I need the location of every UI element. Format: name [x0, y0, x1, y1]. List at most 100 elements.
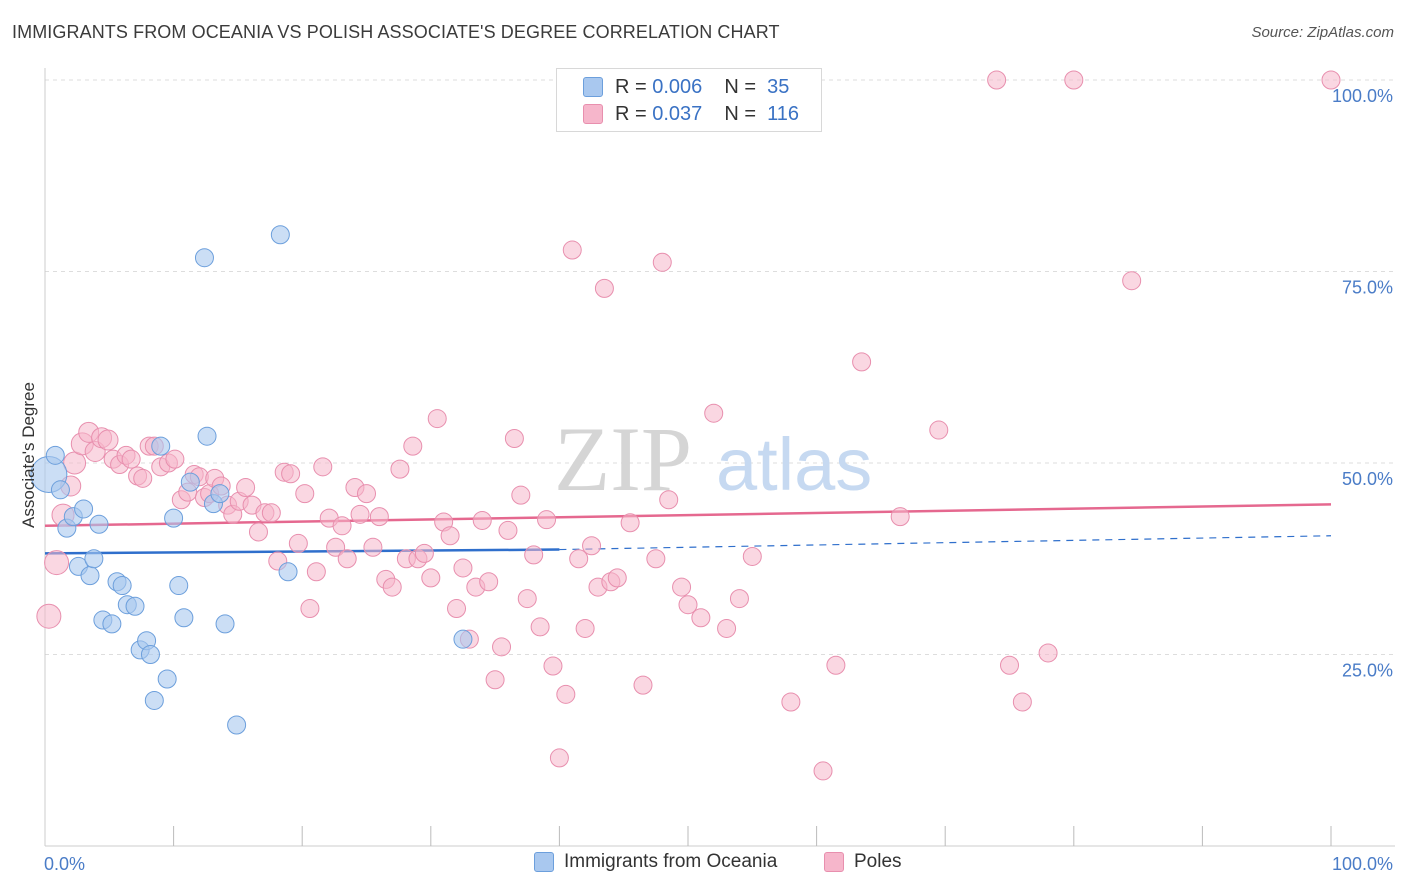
poles-point — [97, 429, 119, 451]
poles-point — [498, 520, 518, 540]
poles-point — [133, 468, 153, 488]
poles-point — [382, 577, 402, 597]
poles-point — [447, 599, 467, 619]
oceania-trend-extension — [559, 535, 1332, 551]
chart-title: IMMIGRANTS FROM OCEANIA VS POLISH ASSOCI… — [12, 22, 780, 42]
poles-point — [620, 513, 640, 533]
poles-point — [472, 510, 492, 530]
legend-n-value: 116 — [767, 102, 800, 125]
oceania-points — [30, 225, 473, 735]
legend-swatch-blue — [583, 77, 603, 97]
legend-swatch-pink — [583, 104, 603, 124]
watermark: ZIP atlas — [554, 408, 872, 510]
legend-n-label: N = — [724, 102, 756, 125]
poles-point — [672, 577, 692, 597]
poles-point — [281, 464, 301, 484]
poles-point — [261, 503, 281, 523]
tick-labels: 25.0% 50.0% 75.0% 100.0% 0.0% 100.0% — [44, 86, 1393, 874]
oceania-point — [140, 645, 160, 664]
grid-lines — [45, 79, 1395, 655]
poles-point — [562, 240, 582, 260]
oceania-point — [453, 629, 473, 649]
poles-point — [121, 449, 141, 469]
poles-point — [659, 490, 679, 510]
poles-point — [236, 478, 256, 498]
bottom-legend-swatch-pink — [824, 852, 844, 872]
poles-point — [248, 522, 268, 542]
oceania-point — [89, 514, 109, 534]
oceania-point — [80, 566, 100, 586]
poles-point — [607, 568, 627, 588]
poles-point — [652, 252, 672, 272]
oceania-point — [174, 608, 194, 628]
poles-point — [165, 449, 185, 469]
bottom-legend-swatch-blue — [534, 852, 554, 872]
poles-point — [288, 533, 308, 553]
x-tick-label: 0.0% — [44, 854, 85, 874]
poles-point — [826, 655, 846, 675]
poles-point — [852, 352, 872, 372]
oceania-point — [197, 426, 217, 446]
y-tick-label: 50.0% — [1342, 469, 1393, 489]
legend-n-label: N = — [724, 75, 756, 98]
poles-point — [987, 70, 1007, 90]
legend-row-oceania: R = 0.006 N = 35 — [583, 75, 789, 99]
oceania-point — [102, 614, 122, 634]
oceania-point — [270, 225, 290, 245]
poles-point — [813, 761, 833, 781]
watermark-atlas: atlas — [716, 423, 872, 506]
poles-point — [350, 504, 370, 524]
oceania-point — [180, 472, 200, 492]
y-tick-label: 75.0% — [1342, 278, 1393, 298]
oceania-point — [164, 508, 184, 528]
poles-point — [704, 403, 724, 423]
poles-point — [517, 589, 537, 609]
bottom-legend-label: Poles — [854, 851, 902, 872]
oceania-point — [84, 549, 104, 569]
poles-point — [326, 537, 346, 557]
poles-point — [306, 562, 326, 582]
oceania-point — [50, 480, 70, 500]
bottom-legend-oceania: Immigrants from Oceania — [534, 851, 777, 873]
poles-point — [530, 617, 550, 637]
oceania-point — [125, 596, 145, 616]
poles-point — [549, 748, 569, 768]
poles-point — [929, 420, 949, 440]
poles-point — [729, 589, 749, 609]
legend-r-label: R = — [615, 75, 647, 98]
poles-point — [781, 692, 801, 712]
poles-point — [421, 568, 441, 588]
poles-point — [1122, 271, 1142, 291]
poles-point — [1012, 692, 1032, 712]
poles-point — [742, 546, 762, 566]
legend-n-value: 35 — [767, 75, 790, 98]
poles-point — [36, 603, 62, 629]
poles-point — [479, 572, 499, 592]
poles-point — [390, 459, 410, 479]
correlation-legend: R = 0.006 N = 35 R = 0.037 N = 116 — [556, 68, 822, 132]
poles-point — [300, 599, 320, 619]
oceania-point — [74, 499, 94, 519]
oceania-point — [227, 715, 247, 735]
poles-point — [575, 618, 595, 638]
oceania-point — [144, 690, 164, 710]
poles-point — [485, 670, 505, 690]
oceania-point — [278, 562, 298, 582]
poles-trend-line — [44, 503, 1332, 528]
legend-row-poles: R = 0.037 N = 116 — [583, 102, 799, 126]
poles-point — [492, 637, 512, 657]
poles-point — [403, 436, 423, 456]
poles-point — [44, 550, 70, 576]
poles-point — [890, 507, 910, 527]
poles-point — [453, 558, 473, 578]
x-tick-label: 100.0% — [1332, 854, 1393, 874]
poles-point — [337, 549, 357, 569]
poles-point — [646, 549, 666, 569]
oceania-point — [151, 436, 171, 456]
bottom-legend-poles: Poles — [824, 851, 902, 873]
poles-point — [332, 516, 352, 536]
poles-point — [295, 484, 315, 504]
y-axis-title: Associate's Degree — [19, 382, 38, 528]
poles-point — [440, 526, 460, 546]
